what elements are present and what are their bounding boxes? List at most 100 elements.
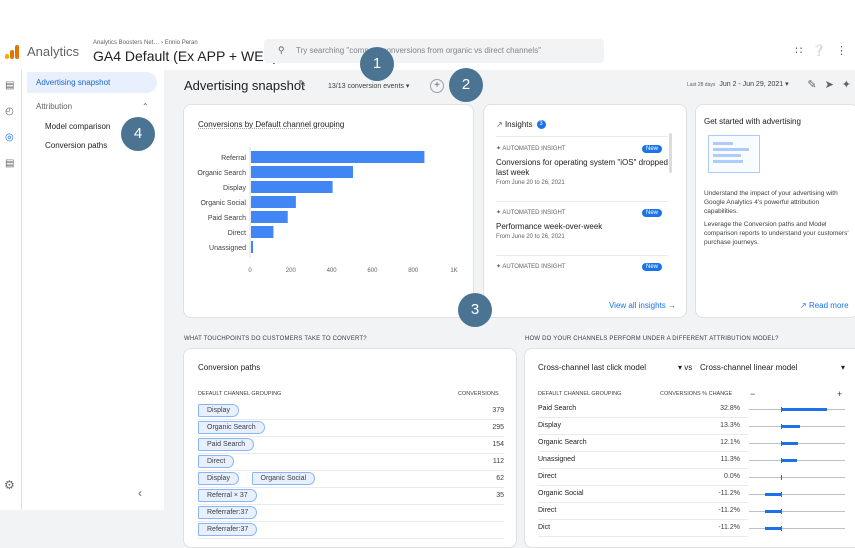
- external-link-icon: ↗: [800, 301, 807, 310]
- insights-scrollbar[interactable]: [669, 133, 672, 173]
- share-icon[interactable]: ➤: [824, 79, 834, 91]
- zero-marker: [781, 526, 782, 531]
- conversion-events-filter[interactable]: 13/13 conversion events ▾: [328, 83, 410, 90]
- get-started-text-2: Leverage the Conversion paths and Model …: [704, 221, 849, 246]
- insight-date: From June 20 to 26, 2021: [496, 180, 565, 186]
- help-icon[interactable]: ❔: [812, 45, 826, 57]
- path-chip[interactable]: Display: [198, 404, 239, 417]
- chart-x-tick: 400: [327, 268, 338, 274]
- change-bar: [765, 527, 781, 530]
- insight-title: Performance week-over-week: [496, 222, 603, 231]
- models-col-change: CONVERSIONS % CHANGE: [660, 391, 733, 397]
- configure-icon[interactable]: ▤: [5, 158, 15, 169]
- models-col-channel: DEFAULT CHANNEL GROUPING: [538, 391, 622, 397]
- model-change-pct: 32.8%: [720, 405, 740, 412]
- explore-icon[interactable]: ◴: [5, 106, 14, 117]
- read-more-link[interactable]: ↗ Read more: [800, 301, 849, 310]
- chart-bar[interactable]: [251, 151, 425, 163]
- model-change-pct: -11.2%: [718, 524, 740, 531]
- reports-icon[interactable]: ▤: [5, 80, 15, 91]
- insight-label: AUTOMATED INSIGHT: [502, 146, 566, 152]
- path-chip[interactable]: Referrafer:37: [198, 523, 258, 536]
- change-bar: [781, 425, 800, 428]
- sparkle-icon: ✦: [496, 146, 502, 152]
- insight-item[interactable]: ✦ AUTOMATED INSIGHT New: [496, 263, 668, 271]
- model-b-select[interactable]: Cross-channel linear model: [700, 363, 797, 372]
- insight-date: From June 20 to 26, 2021: [496, 234, 565, 240]
- step-badge-2: 2: [449, 68, 483, 102]
- chart-category-label: Unassigned: [209, 245, 246, 252]
- change-track: [749, 511, 845, 512]
- model-change-pct: 11.3%: [720, 456, 740, 463]
- attribution-illustration: [708, 135, 760, 173]
- collapse-sidebar-icon[interactable]: ‹: [138, 486, 142, 500]
- zero-marker: [781, 407, 782, 412]
- model-a-label: Cross-channel last click model: [538, 363, 647, 372]
- chart-bar[interactable]: [251, 226, 274, 238]
- date-range-picker[interactable]: Last 28 days Jun 2 - Jun 29, 2021 ▾: [687, 81, 789, 88]
- view-all-insights-link[interactable]: View all insights →: [608, 301, 676, 310]
- row-divider: [198, 436, 504, 437]
- insight-item[interactable]: ✦ AUTOMATED INSIGHT New Performance week…: [496, 209, 668, 240]
- page-title: Advertising snapshot: [184, 78, 305, 93]
- edit-report-icon[interactable]: ✎: [298, 79, 307, 90]
- chart-bar[interactable]: [251, 196, 296, 208]
- sparkle-icon: ✦: [496, 210, 502, 216]
- model-change-pct: -11.2%: [718, 490, 740, 497]
- change-bar: [765, 493, 781, 496]
- apps-icon[interactable]: ∷: [795, 45, 803, 57]
- chart-bar[interactable]: [251, 181, 333, 193]
- path-chip[interactable]: Organic Search: [198, 421, 265, 434]
- path-chip[interactable]: Display: [198, 472, 239, 485]
- chart-category-label: Paid Search: [208, 215, 246, 222]
- settings-gear-icon[interactable]: ⚙: [4, 478, 15, 492]
- chart-bar[interactable]: [251, 166, 353, 178]
- advertising-icon[interactable]: ◎: [5, 132, 14, 143]
- sidebar-item-advertising-snapshot[interactable]: Advertising snapshot: [27, 72, 157, 93]
- step-badge-4: 4: [121, 117, 155, 151]
- model-channel-name: Organic Search: [538, 439, 587, 446]
- zero-marker: [781, 509, 782, 514]
- chart-x-tick: 600: [367, 268, 378, 274]
- row-divider: [538, 536, 748, 537]
- add-comparison-button[interactable]: +: [430, 79, 444, 93]
- chart-bar[interactable]: [251, 211, 288, 223]
- path-chip[interactable]: Referral × 37: [198, 489, 257, 502]
- path-chip[interactable]: Referrafer:37: [198, 506, 258, 519]
- customize-report-icon[interactable]: ✎: [807, 79, 817, 91]
- model-change-pct: -11.2%: [718, 507, 740, 514]
- insights-sparkle-icon[interactable]: ✦: [841, 79, 851, 91]
- model-b-label: Cross-channel linear model: [700, 363, 798, 372]
- date-range-value: Jun 2 - Jun 29, 2021: [719, 81, 784, 88]
- sidebar-item-conversion-paths[interactable]: Conversion paths: [45, 141, 108, 150]
- top-blank: [0, 0, 855, 34]
- sidebar-section-attribution[interactable]: Attribution: [36, 102, 73, 111]
- search-input[interactable]: ⚲ Try searching "compare conversions fro…: [264, 39, 604, 63]
- model-a-select[interactable]: Cross-channel last click model: [538, 363, 646, 372]
- chart-title[interactable]: Conversions by Default channel grouping: [198, 120, 345, 129]
- chevron-up-icon[interactable]: ⌃: [142, 102, 149, 111]
- header-actions: ✎ ➤ ✦: [807, 78, 851, 91]
- zero-marker: [781, 475, 782, 480]
- path-chip[interactable]: Direct: [198, 455, 235, 468]
- model-b-dropdown-icon[interactable]: ▾: [841, 363, 846, 372]
- insight-item[interactable]: ✦ AUTOMATED INSIGHT New Conversions for …: [496, 145, 668, 186]
- property-selector[interactable]: GA4 Default (Ex APP + WEB) ▾: [93, 48, 285, 64]
- read-more-label: Read more: [808, 301, 849, 310]
- zoom-in-button[interactable]: +: [837, 389, 843, 399]
- chart-category-label: Organic Search: [197, 170, 246, 177]
- vs-arrow-icon: ▾: [678, 363, 683, 372]
- chart-bar[interactable]: [251, 241, 254, 253]
- model-change-pct: 0.0%: [724, 473, 740, 480]
- path-chip[interactable]: Organic Social: [251, 472, 316, 485]
- model-vs: ▾ vs: [678, 363, 692, 372]
- new-badge: New: [641, 209, 662, 217]
- bar-chart: Referral Organic Search Display Organic Soc…: [197, 147, 458, 274]
- row-divider: [538, 451, 748, 452]
- zoom-out-button[interactable]: −: [750, 389, 756, 399]
- path-chip[interactable]: Paid Search: [198, 438, 255, 451]
- sidebar-item-model-comparison[interactable]: Model comparison: [45, 122, 111, 131]
- more-vert-icon[interactable]: ⋮: [836, 45, 847, 57]
- model-channel-name: Unassigned: [538, 456, 575, 463]
- account-breadcrumb[interactable]: Analytics Boosters Net… › Ennio Peran: [93, 40, 198, 46]
